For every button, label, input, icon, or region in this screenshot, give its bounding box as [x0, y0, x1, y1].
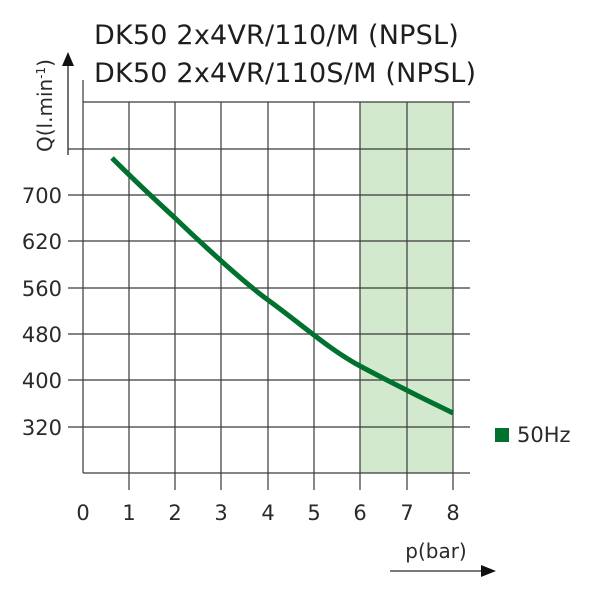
y-tick: 560: [22, 277, 62, 301]
chart-title-line-1: DK50 2x4VR/110/M (NPSL): [94, 20, 459, 51]
x-axis-label: p(bar): [405, 539, 466, 563]
vertical-gridlines: [82, 80, 454, 490]
legend-label: 50Hz: [517, 423, 571, 447]
y-tick: 400: [22, 369, 62, 393]
x-tick: 1: [122, 501, 135, 525]
horizontal-gridlines: [68, 101, 470, 474]
y-axis-label: Q(l.min-1): [33, 59, 57, 152]
legend-swatch-icon: [495, 428, 509, 442]
y-tick: 620: [22, 230, 62, 254]
legend: 50Hz: [495, 423, 571, 447]
y-tick: 320: [22, 416, 62, 440]
x-tick-labels: 0 1 2 3 4 5 6 7 8: [76, 501, 459, 525]
y-axis-arrow: [62, 52, 74, 155]
x-tick: 0: [76, 501, 89, 525]
x-tick: 2: [168, 501, 181, 525]
chart-title-line-2: DK50 2x4VR/110S/M (NPSL): [94, 58, 477, 89]
y-tick-labels: 700 620 560 480 400 320: [22, 184, 62, 440]
x-axis-arrow: [390, 565, 496, 577]
series-50hz-curve: [110, 156, 455, 416]
x-tick: 3: [214, 501, 227, 525]
y-tick: 480: [22, 323, 62, 347]
x-tick: 7: [400, 501, 413, 525]
x-tick: 4: [261, 501, 274, 525]
y-tick: 700: [22, 184, 62, 208]
x-tick: 6: [353, 501, 366, 525]
x-tick: 5: [307, 501, 320, 525]
x-tick: 8: [446, 501, 459, 525]
